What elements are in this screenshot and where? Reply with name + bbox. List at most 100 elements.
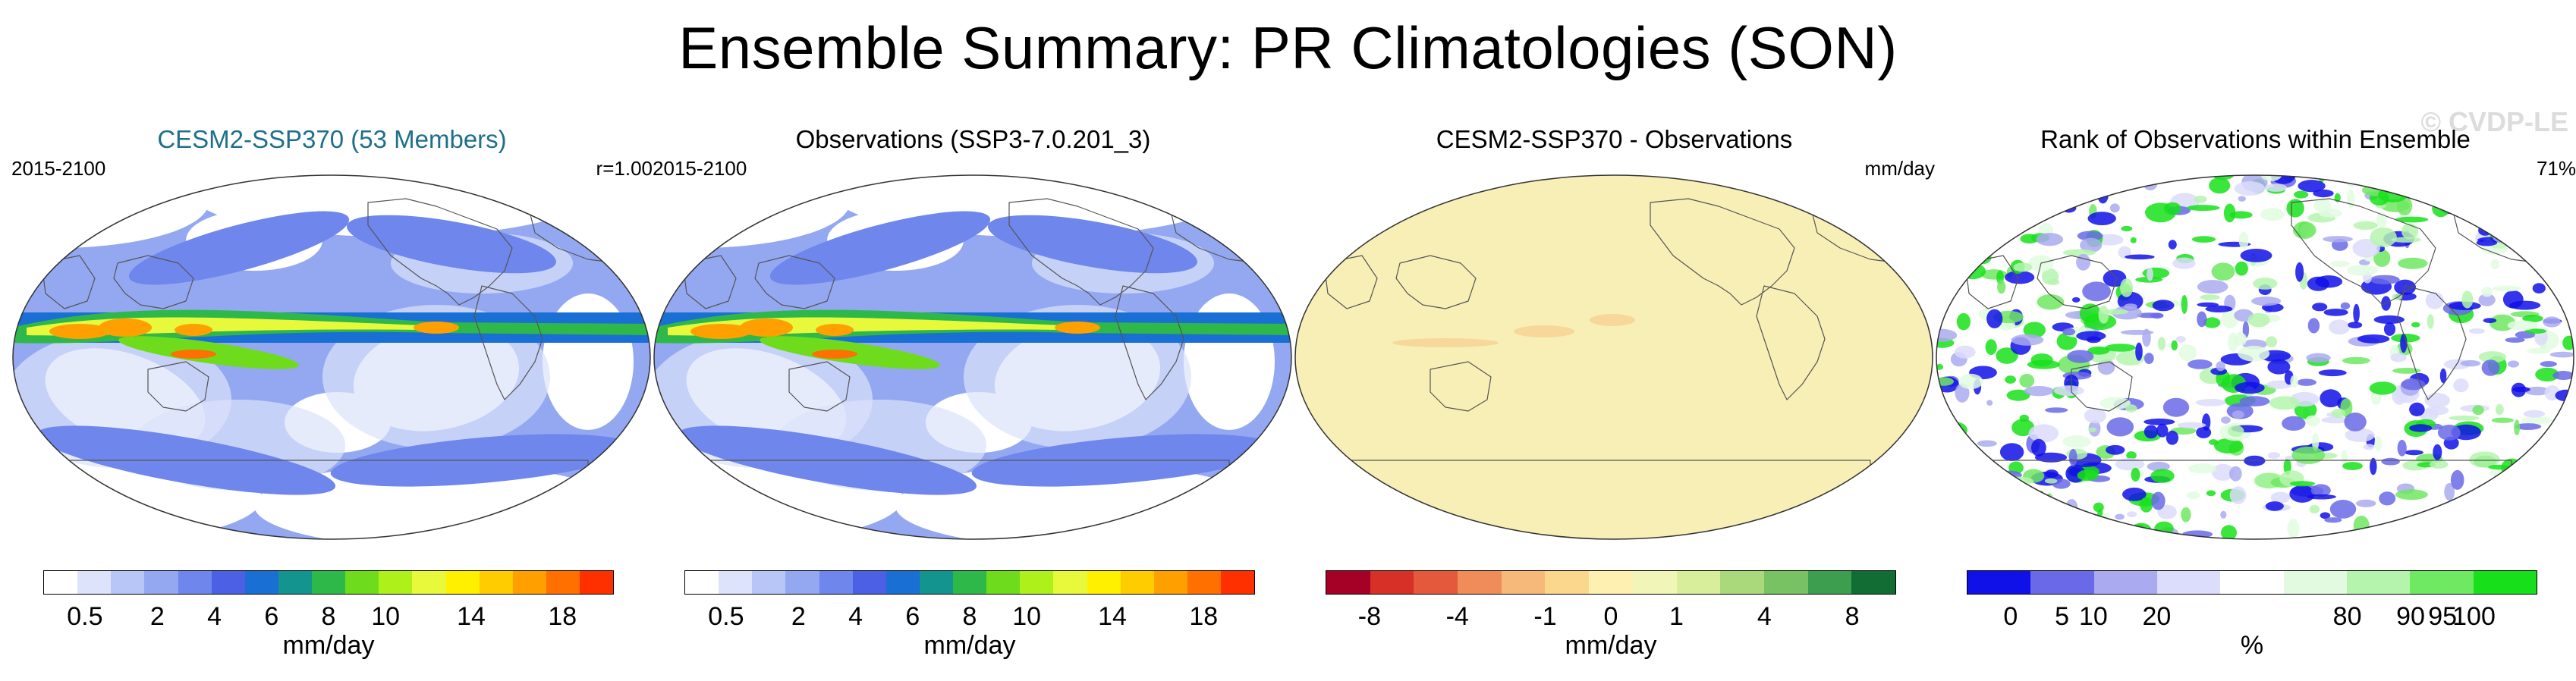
rank-patch	[1945, 206, 1961, 225]
rank-patch	[2144, 418, 2175, 425]
rank-patch	[1938, 457, 1952, 475]
colorbar-swatch	[2346, 571, 2411, 594]
colorbar-tick-label: 95	[2428, 602, 2458, 631]
rank-patch	[1957, 211, 1968, 224]
continent-outline	[113, 255, 194, 309]
rank-patch	[1958, 373, 1983, 390]
rank-patch	[1999, 443, 2024, 461]
rank-patch	[2188, 463, 2217, 474]
rank-patch	[2363, 444, 2375, 450]
rank-patch	[2084, 408, 2106, 424]
rank-patch	[2353, 221, 2378, 230]
rank-patch	[2552, 371, 2574, 380]
colorbar-tick-label: 100	[2452, 602, 2496, 631]
rank-patch	[2186, 205, 2220, 212]
rank-patch	[2427, 314, 2434, 329]
rank-patch	[2109, 203, 2120, 213]
rank-patch	[2312, 303, 2328, 312]
rank-patch	[2181, 294, 2188, 314]
continent-outline	[682, 255, 737, 309]
rank-patch	[2395, 489, 2428, 501]
rank-patch	[2525, 176, 2546, 195]
rank-patch	[2490, 259, 2499, 269]
rank-patch	[2492, 227, 2512, 243]
rank-patch	[2076, 253, 2091, 271]
rank-patch	[2150, 469, 2175, 483]
colorbar-swatch	[1545, 571, 1590, 594]
rank-patch	[2002, 476, 2033, 485]
rank-patch	[2345, 428, 2375, 442]
colorbar-swatch	[2283, 571, 2347, 594]
colorbar-tick-label: 18	[1189, 602, 1219, 631]
rank-patch	[2543, 316, 2561, 328]
rank-patch	[2147, 267, 2153, 281]
colorbar-swatch	[953, 571, 987, 594]
rank-patch	[2125, 254, 2155, 260]
rank-patch	[2291, 446, 2326, 464]
rank-patch	[2209, 177, 2231, 194]
rank-patch	[2251, 297, 2282, 306]
continent-outline	[2397, 285, 2467, 400]
colorbar-tick-label: 2	[791, 602, 806, 631]
rank-patch	[2392, 184, 2423, 190]
colorbar-difference: mm/day -8 -4 -1 0 1 4 8	[1326, 570, 1896, 676]
rank-patch	[2509, 489, 2518, 497]
rank-patch	[2168, 240, 2177, 249]
rank-patch	[2294, 190, 2309, 199]
colorbar-swatch	[412, 571, 446, 594]
rank-patch	[2514, 419, 2521, 435]
rank-patch	[2287, 519, 2300, 538]
rank-patch	[2437, 425, 2461, 441]
rank-patch	[2505, 337, 2525, 343]
rank-patch	[2540, 361, 2557, 367]
rank-patch	[2135, 342, 2143, 361]
rank-patch	[2062, 435, 2091, 448]
continent-outline	[1395, 255, 1477, 309]
rank-patch	[1999, 189, 2009, 203]
rank-patch	[2519, 175, 2530, 177]
colorbar-tick-label: 1	[1669, 602, 1684, 631]
map-border	[1936, 174, 2574, 540]
rank-patch	[2320, 512, 2331, 519]
rank-patch	[2092, 528, 2101, 539]
rank-patch	[2552, 261, 2565, 270]
rank-patch	[2559, 497, 2574, 510]
rank-patch	[2348, 322, 2363, 328]
rank-patch	[2474, 190, 2507, 208]
rank-patch	[1986, 309, 2003, 328]
rank-patch	[1993, 186, 2008, 196]
rank-patch	[1936, 328, 1958, 342]
panel-title: CESM2-SSP370 - Observations	[1436, 125, 1793, 153]
rank-patch	[2097, 185, 2109, 204]
rank-patch	[2431, 190, 2456, 204]
rank-patch	[2076, 331, 2106, 341]
colorbar-swatch	[312, 571, 346, 594]
rank-patch	[2062, 249, 2096, 256]
rank-patch	[2186, 491, 2200, 500]
rank-patch	[2401, 378, 2426, 391]
rank-patch	[2238, 345, 2270, 362]
rank-patch	[1936, 175, 1945, 184]
rank-patch	[2019, 374, 2035, 388]
rank-patch	[2524, 386, 2550, 396]
rank-patch	[2443, 200, 2471, 208]
rank-patch	[2265, 501, 2284, 511]
rank-patch	[2171, 340, 2178, 351]
rank-patch	[2538, 219, 2572, 236]
colorbar-swatch	[1501, 571, 1546, 594]
colorbar-swatches	[43, 570, 614, 595]
rank-patch	[2106, 444, 2125, 455]
colorbar-swatch	[852, 571, 886, 594]
small-difference-patch	[1392, 338, 1499, 347]
colorbar-swatch	[685, 571, 719, 594]
continent-outline	[41, 255, 96, 309]
rank-patch	[2305, 415, 2320, 426]
rank-patch	[2347, 265, 2378, 276]
rank-patch	[2045, 469, 2059, 479]
rank-patch	[2488, 464, 2509, 470]
rank-patch	[2555, 497, 2574, 507]
rank-patch	[2131, 467, 2140, 482]
colorbar-tick-label: -4	[1445, 602, 1469, 631]
rank-patch	[2513, 497, 2530, 510]
rank-patch	[2029, 508, 2048, 524]
